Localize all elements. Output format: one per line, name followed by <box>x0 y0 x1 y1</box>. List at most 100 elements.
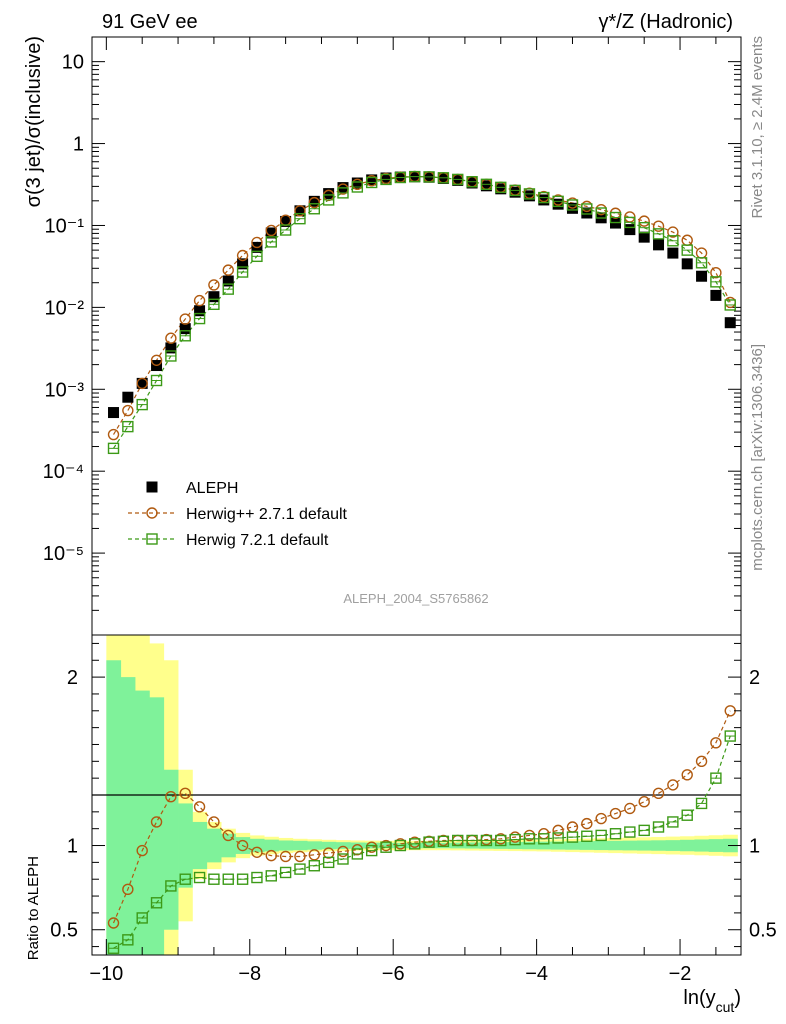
ratio-band-inner <box>507 841 523 850</box>
ratio-band-inner <box>708 839 724 852</box>
main-point-1 <box>222 264 234 276</box>
x-axis-label: ln(ycut) <box>683 987 741 1015</box>
main-point-0 <box>552 198 564 210</box>
main-point-0 <box>208 291 220 303</box>
ratio-band-inner <box>106 660 122 955</box>
x-tick-label: −8 <box>238 963 261 985</box>
main-point-0 <box>495 183 507 195</box>
ratio-point-0 <box>222 829 234 842</box>
main-point-0 <box>323 188 335 200</box>
main-point-1 <box>294 205 306 217</box>
ratio-point-0 <box>279 850 292 863</box>
main-point-1 <box>265 224 277 237</box>
ratio-y-tick-label-right: 1 <box>749 836 760 858</box>
ratio-band-inner <box>680 839 695 852</box>
main-point-1 <box>165 332 177 344</box>
ratio-series-line-0 <box>112 710 731 924</box>
x-tick-label: −4 <box>525 963 548 985</box>
ratio-series-layer <box>107 705 736 954</box>
main-axis-ticks: 10⁻⁵ 10⁻⁴ 10⁻³ 10⁻² 10⁻¹ 1 10 <box>43 36 741 611</box>
ratio-band-inner <box>407 842 423 849</box>
ratio-band-inner <box>264 839 279 852</box>
x-tick-label: −10 <box>89 963 123 985</box>
main-point-0 <box>581 207 593 219</box>
main-series-line-2 <box>113 176 731 449</box>
main-point-0 <box>222 275 234 287</box>
main-point-0 <box>696 270 708 282</box>
main-point-0 <box>136 377 148 389</box>
main-point-1 <box>122 404 134 417</box>
main-point-1 <box>136 377 148 390</box>
main-point-0 <box>122 391 134 403</box>
ratio-y-tick-label: 1 <box>67 836 78 858</box>
main-point-0 <box>437 172 449 184</box>
main-point-0 <box>509 186 521 198</box>
main-panel: 10⁻⁵ 10⁻⁴ 10⁻³ 10⁻² 10⁻¹ 1 10 σ(3 jet)/σ(inclu… <box>23 36 742 636</box>
main-point-0 <box>366 174 378 186</box>
ratio-band-inner <box>307 841 322 850</box>
ratio-band-inner <box>192 821 208 870</box>
ratio-point-0 <box>107 917 120 929</box>
main-y-axis-label: σ(3 jet)/σ(inclusive) <box>23 36 45 207</box>
main-y-tick-label: 10⁻¹ <box>45 215 85 237</box>
main-point-0 <box>681 258 693 270</box>
ratio-band-inner <box>665 840 681 851</box>
ratio-point-0 <box>294 850 306 863</box>
main-series-line-1 <box>112 175 731 435</box>
main-point-0 <box>294 205 306 217</box>
main-point-1 <box>638 215 650 227</box>
ratio-point-0 <box>652 787 665 800</box>
x-axis-label-main: ln(y <box>683 987 715 1009</box>
ratio-point-0 <box>624 802 636 815</box>
main-point-0 <box>308 195 320 207</box>
ratio-point-0 <box>695 755 708 768</box>
ratio-point-0 <box>566 821 579 833</box>
ratio-y-tick-label-right: 0.5 <box>749 920 777 942</box>
ratio-point-0 <box>165 790 177 803</box>
ratio-axis-ticks: 0.5 0.5 1 1 2 2 −10 −8 −6 −4 −2 <box>50 642 777 985</box>
ratio-band-inner <box>278 840 294 851</box>
main-point-0 <box>523 190 535 202</box>
ratio-point-0 <box>581 817 593 830</box>
ratio-band-inner <box>292 840 308 851</box>
main-point-0 <box>653 239 665 251</box>
main-point-1 <box>107 428 120 441</box>
legend: ALEPH Herwig++ 2.7.1 default Herwig 7.2.1 … <box>128 480 348 549</box>
ratio-point-0 <box>710 737 722 749</box>
main-y-tick-label: 1 <box>73 134 84 156</box>
main-y-tick-label: 10 <box>62 52 84 74</box>
ratio-frame <box>91 634 742 956</box>
ratio-point-0 <box>265 849 277 862</box>
ratio-band-inner <box>608 840 624 851</box>
ratio-band-inner <box>378 842 394 849</box>
ratio-band-inner <box>350 842 365 849</box>
ratio-band-inner <box>651 840 667 851</box>
legend-label: ALEPH <box>186 480 238 497</box>
ratio-y-tick-label: 2 <box>67 667 78 689</box>
ratio-point-0 <box>322 847 335 859</box>
main-point-0 <box>265 227 277 239</box>
main-point-0 <box>710 289 722 301</box>
ratio-band-inner <box>579 841 595 850</box>
ratio-band-inner <box>421 842 437 849</box>
ratio-point-0 <box>337 845 349 858</box>
x-tick-label: −6 <box>382 963 405 985</box>
main-point-0 <box>380 172 392 184</box>
main-point-1 <box>150 354 163 366</box>
ratio-band-inner <box>565 841 581 850</box>
main-point-1 <box>724 296 736 309</box>
main-point-1 <box>208 279 220 291</box>
ratio-band-inner <box>522 841 538 850</box>
main-point-0 <box>179 323 191 335</box>
ratio-band-inner <box>335 842 351 849</box>
ratio-y-tick-label-right: 2 <box>749 667 760 689</box>
ratio-point-0 <box>179 787 191 800</box>
x-tick-label: −2 <box>669 963 692 985</box>
main-point-0 <box>624 224 636 236</box>
ratio-band-inner <box>149 697 165 955</box>
main-point-0 <box>280 215 292 227</box>
mcplots-label: mcplots.cern.ch [arXiv:1306.3436] <box>749 344 766 571</box>
main-point-0 <box>165 342 177 354</box>
legend-label: Herwig 7.2.1 default <box>186 532 329 549</box>
